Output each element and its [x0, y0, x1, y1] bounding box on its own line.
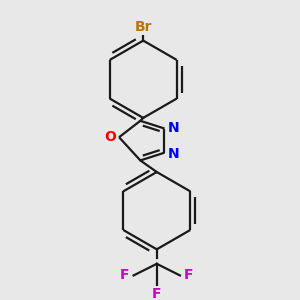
Text: F: F [152, 287, 161, 300]
Text: F: F [120, 268, 130, 282]
Text: N: N [167, 147, 179, 161]
Text: O: O [104, 130, 116, 144]
Text: F: F [184, 268, 194, 282]
Text: N: N [167, 121, 179, 135]
Text: Br: Br [134, 20, 152, 34]
